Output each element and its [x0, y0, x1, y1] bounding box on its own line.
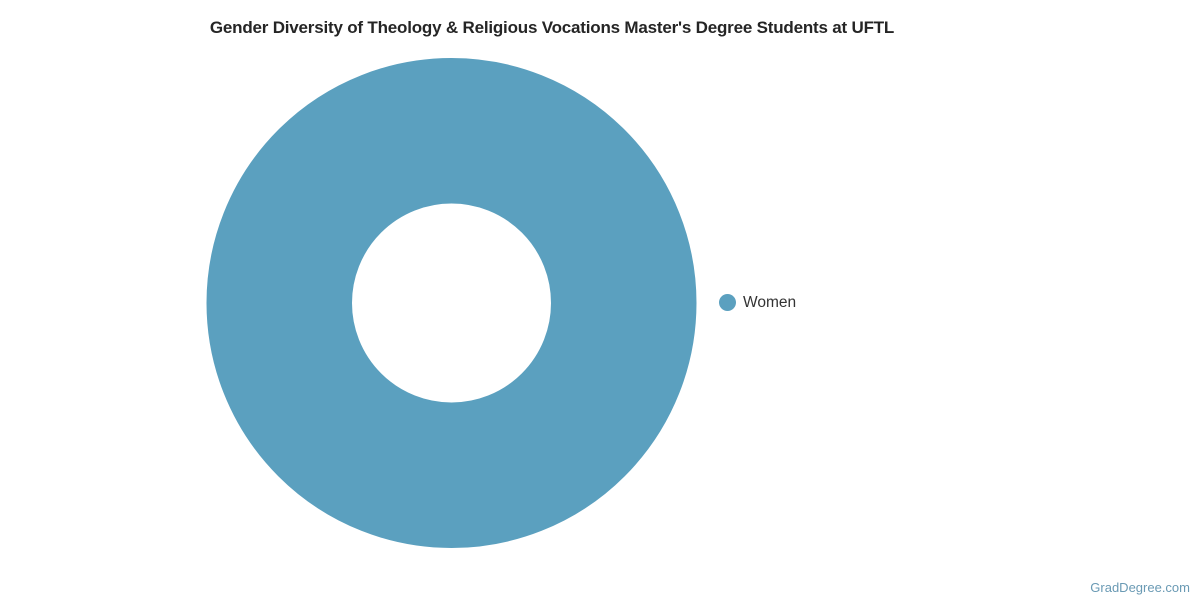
donut-slice-women[interactable] [206, 58, 697, 548]
legend-label: Women [743, 294, 797, 311]
chart-title: Gender Diversity of Theology & Religious… [209, 18, 895, 37]
legend-marker-icon [719, 294, 736, 311]
legend-item-women[interactable]: Women [718, 293, 796, 312]
watermark-text: GradDegree.com [1090, 580, 1190, 595]
